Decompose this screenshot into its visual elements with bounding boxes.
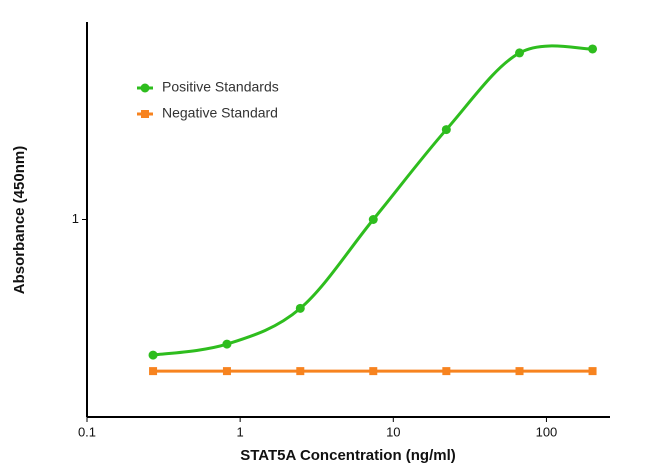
x-tick-label: 0.1	[78, 424, 96, 439]
y-axis-title: Absorbance (450nm)	[11, 146, 28, 294]
marker	[441, 125, 451, 135]
marker	[149, 367, 158, 376]
legend-label: Positive Standards	[162, 79, 279, 95]
y-tick-label: 1	[72, 211, 79, 226]
legend-marker	[140, 83, 150, 93]
x-tick-label: 100	[536, 424, 558, 439]
marker	[588, 367, 597, 376]
marker	[368, 215, 378, 224]
marker	[148, 350, 158, 360]
marker	[369, 367, 378, 376]
marker	[515, 367, 524, 376]
x-axis-title: STAT5A Concentration (ng/ml)	[240, 447, 456, 464]
x-tick-label: 1	[237, 424, 244, 439]
marker	[222, 339, 232, 349]
marker	[515, 48, 525, 58]
marker	[442, 367, 451, 376]
marker	[588, 44, 598, 54]
marker	[222, 367, 231, 376]
x-tick-label: 10	[386, 424, 400, 439]
marker	[295, 303, 305, 313]
legend-label: Negative Standard	[162, 105, 278, 121]
legend-marker	[141, 110, 149, 118]
marker	[296, 367, 305, 376]
